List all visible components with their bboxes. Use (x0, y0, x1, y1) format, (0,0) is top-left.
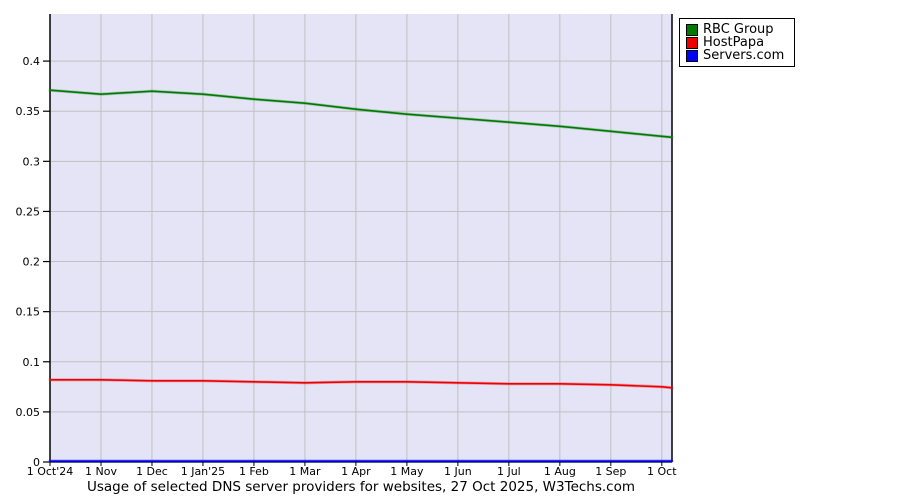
x-tick-label: 1 May (390, 465, 424, 478)
x-tick-label: 1 Feb (239, 465, 269, 478)
legend-swatch-hostpapa-icon (686, 36, 698, 49)
legend-item-rbc-group: RBC Group (686, 23, 784, 36)
legend-label-servers-com: Servers.com (703, 48, 785, 63)
y-tick-label: 0.4 (23, 55, 41, 68)
x-tick-label: 1 Sep (595, 465, 626, 478)
x-tick-label: 1 Apr (341, 465, 371, 478)
y-tick-label: 0.35 (16, 105, 41, 118)
x-tick-label: 1 Dec (136, 465, 168, 478)
x-tick-label: 1 Jan'25 (181, 465, 225, 478)
legend: RBC Group HostPapa Servers.com (679, 18, 796, 67)
legend-item-hostpapa: HostPapa (686, 36, 784, 49)
x-tick-label: 1 Nov (85, 465, 117, 478)
legend-swatch-servers-com-icon (686, 49, 698, 62)
legend-swatch-rbc-group-icon (686, 23, 698, 36)
y-tick-label: 0.05 (16, 406, 41, 419)
legend-label-hostpapa: HostPapa (703, 35, 765, 50)
series-line-hostpapa (49, 378, 673, 389)
legend-item-servers-com: Servers.com (686, 49, 784, 62)
y-tick-label: 0.2 (23, 256, 41, 269)
x-tick-label: 1 Oct (647, 465, 677, 478)
x-tick-label: 1 Oct'24 (27, 465, 74, 478)
x-tick-label: 1 Jul (497, 465, 521, 478)
x-tick-label: 1 Aug (544, 465, 576, 478)
y-tick-label: 0.3 (23, 155, 41, 168)
y-tick-label: 0.25 (16, 205, 41, 218)
y-tick-label: 0.15 (16, 306, 41, 319)
y-tick-label: 0 (33, 456, 40, 469)
x-tick-label: 1 Mar (289, 465, 321, 478)
chart-title: Usage of selected DNS server providers f… (86, 479, 636, 495)
x-tick-label: 1 Jun (444, 465, 472, 478)
legend-label-rbc-group: RBC Group (703, 22, 774, 37)
series-line-rbc-group (49, 89, 673, 139)
plot-background (50, 14, 672, 462)
y-tick-label: 0.1 (23, 356, 41, 369)
